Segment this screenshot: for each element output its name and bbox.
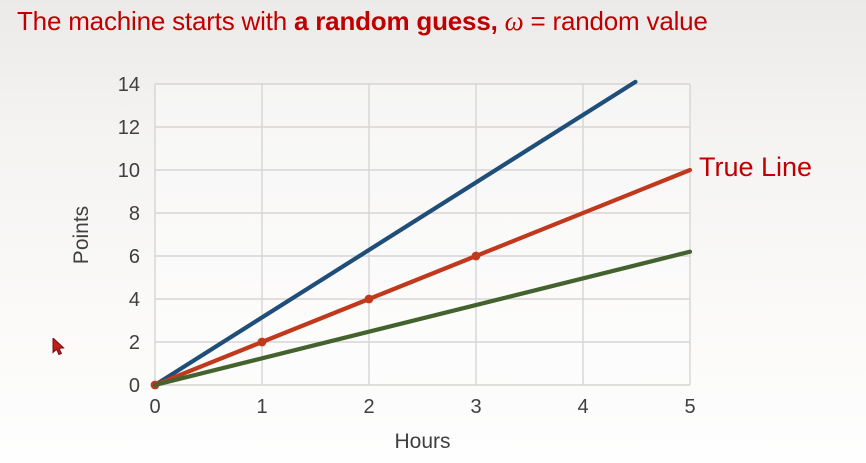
y-tick-label: 2 <box>129 332 140 354</box>
x-tick-label: 0 <box>149 396 160 418</box>
y-tick-label: 4 <box>129 289 140 311</box>
y-tick-label: 10 <box>118 160 140 182</box>
x-tick-label: 2 <box>363 396 374 418</box>
x-tick-label: 1 <box>256 396 267 418</box>
marker-true-line <box>472 252 481 261</box>
chart-svg: 02468101214012345HoursPoints <box>0 0 866 463</box>
cursor-arrow <box>53 338 64 355</box>
true-line-annotation: True Line <box>699 152 812 183</box>
x-axis-title: Hours <box>394 430 450 453</box>
y-tick-label: 12 <box>118 117 140 139</box>
marker-true-line <box>258 338 267 347</box>
y-axis-title: Points <box>70 206 93 264</box>
marker-true-line <box>365 295 374 304</box>
y-tick-label: 14 <box>118 74 140 96</box>
plot-area <box>155 84 690 385</box>
x-tick-label: 5 <box>684 396 695 418</box>
x-tick-label: 3 <box>470 396 481 418</box>
y-tick-label: 6 <box>129 246 140 268</box>
y-tick-label: 8 <box>129 203 140 225</box>
mouse-cursor-icon <box>52 338 66 357</box>
slide: The machine starts with a random guess, … <box>0 0 866 463</box>
x-tick-label: 4 <box>577 396 588 418</box>
y-tick-label: 0 <box>129 375 140 397</box>
